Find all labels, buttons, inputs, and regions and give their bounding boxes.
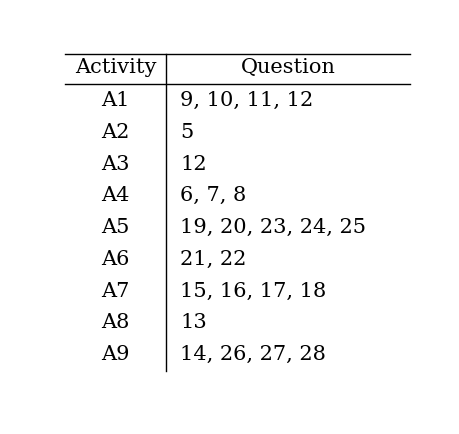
Text: A3: A3 — [101, 155, 129, 174]
Text: 5: 5 — [180, 123, 193, 142]
Text: 21, 22: 21, 22 — [180, 250, 246, 269]
Text: A6: A6 — [101, 250, 129, 269]
Text: 13: 13 — [180, 313, 207, 332]
Text: 12: 12 — [180, 155, 207, 174]
Text: A4: A4 — [101, 186, 129, 205]
Text: 15, 16, 17, 18: 15, 16, 17, 18 — [180, 282, 326, 300]
Text: 14, 26, 27, 28: 14, 26, 27, 28 — [180, 345, 325, 364]
Text: 6, 7, 8: 6, 7, 8 — [180, 186, 246, 205]
Text: A7: A7 — [101, 282, 129, 300]
Text: A1: A1 — [101, 91, 129, 110]
Text: A9: A9 — [101, 345, 129, 364]
Text: A2: A2 — [101, 123, 129, 142]
Text: Question: Question — [241, 58, 335, 77]
Text: Activity: Activity — [74, 58, 156, 77]
Text: 19, 20, 23, 24, 25: 19, 20, 23, 24, 25 — [180, 218, 366, 237]
Text: A5: A5 — [101, 218, 129, 237]
Text: A8: A8 — [101, 313, 129, 332]
Text: 9, 10, 11, 12: 9, 10, 11, 12 — [180, 91, 313, 110]
